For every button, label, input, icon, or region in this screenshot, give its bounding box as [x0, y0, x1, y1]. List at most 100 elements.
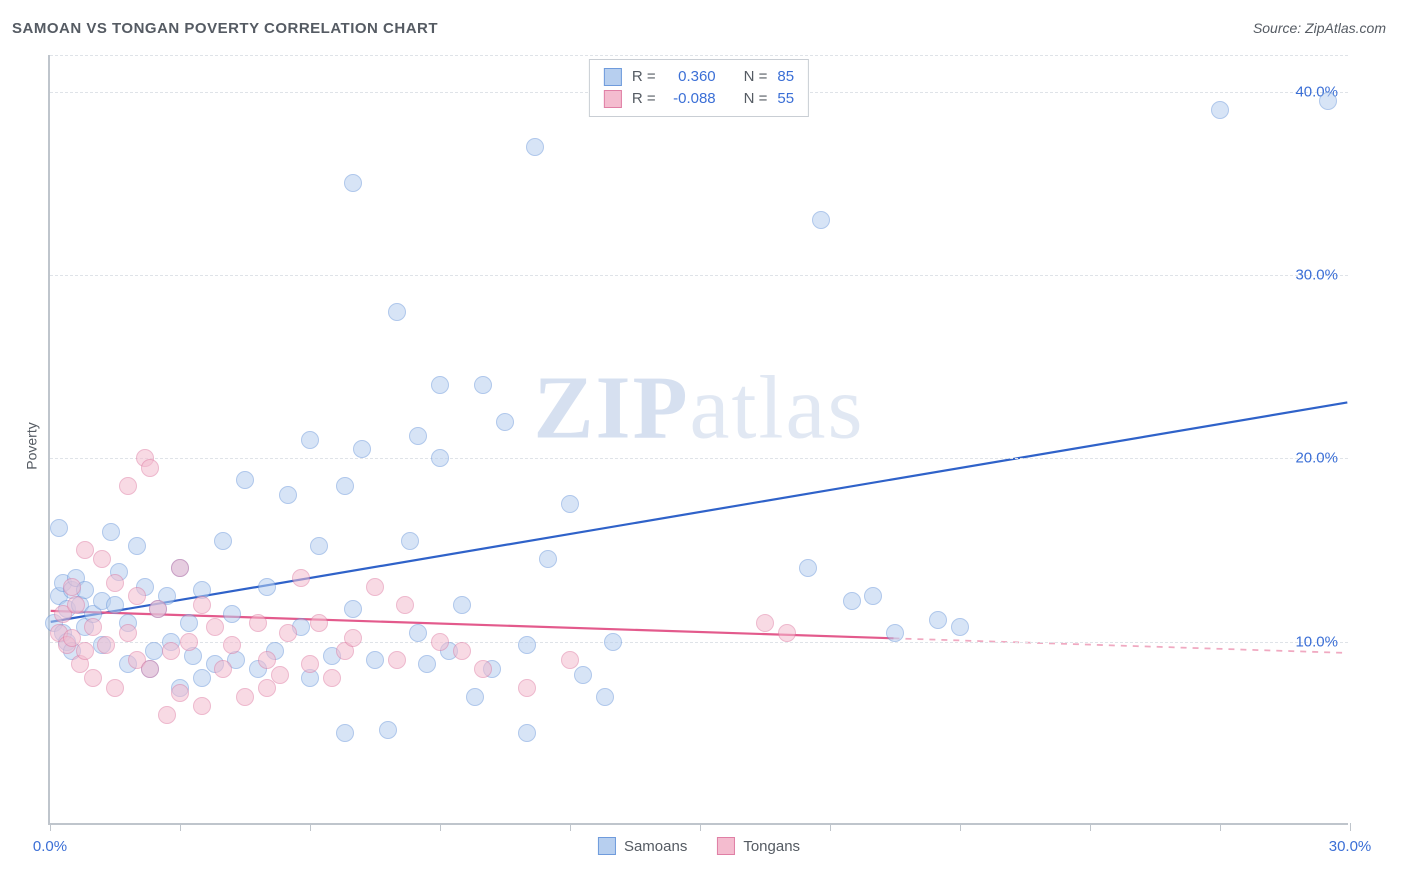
- data-point-samoans: [474, 376, 492, 394]
- data-point-samoans: [431, 376, 449, 394]
- data-point-tongans: [119, 477, 137, 495]
- data-point-tongans: [141, 660, 159, 678]
- data-point-tongans: [258, 651, 276, 669]
- data-point-tongans: [171, 559, 189, 577]
- data-point-tongans: [236, 688, 254, 706]
- data-point-samoans: [496, 413, 514, 431]
- watermark-rest: atlas: [690, 359, 865, 458]
- x-tick-label: 0.0%: [33, 838, 67, 855]
- series-name-0: Samoans: [624, 838, 687, 855]
- data-point-tongans: [106, 679, 124, 697]
- x-tick: [50, 823, 51, 831]
- data-point-tongans: [149, 600, 167, 618]
- data-point-samoans: [453, 596, 471, 614]
- data-point-samoans: [344, 600, 362, 618]
- data-point-tongans: [474, 660, 492, 678]
- data-point-samoans: [366, 651, 384, 669]
- data-point-samoans: [951, 618, 969, 636]
- series-legend: Samoans Tongans: [598, 837, 800, 855]
- x-tick: [1350, 823, 1351, 831]
- data-point-tongans: [76, 541, 94, 559]
- data-point-samoans: [561, 495, 579, 513]
- data-point-tongans: [310, 614, 328, 632]
- data-point-tongans: [162, 642, 180, 660]
- source-name: ZipAtlas.com: [1305, 20, 1386, 36]
- source-attribution: Source: ZipAtlas.com: [1253, 20, 1386, 36]
- data-point-samoans: [50, 519, 68, 537]
- data-point-tongans: [97, 636, 115, 654]
- data-point-samoans: [145, 642, 163, 660]
- data-point-samoans: [466, 688, 484, 706]
- y-tick-label: 30.0%: [1295, 267, 1338, 284]
- r-value-0: 0.360: [666, 66, 716, 88]
- x-tick: [1220, 823, 1221, 831]
- data-point-samoans: [812, 211, 830, 229]
- source-prefix: Source:: [1253, 20, 1305, 36]
- data-point-samoans: [102, 523, 120, 541]
- data-point-samoans: [336, 724, 354, 742]
- data-point-samoans: [596, 688, 614, 706]
- data-point-samoans: [106, 596, 124, 614]
- x-tick: [830, 823, 831, 831]
- x-tick: [1090, 823, 1091, 831]
- swatch-tongans-bottom: [717, 837, 735, 855]
- trend-lines: [50, 55, 1348, 823]
- gridline-h: [50, 275, 1348, 276]
- data-point-tongans: [344, 629, 362, 647]
- data-point-samoans: [539, 550, 557, 568]
- data-point-tongans: [158, 706, 176, 724]
- data-point-tongans: [84, 669, 102, 687]
- data-point-samoans: [1211, 101, 1229, 119]
- data-point-samoans: [193, 669, 211, 687]
- data-point-samoans: [886, 624, 904, 642]
- chart-title: SAMOAN VS TONGAN POVERTY CORRELATION CHA…: [12, 20, 438, 37]
- r-label-0: R =: [632, 66, 656, 88]
- gridline-h: [50, 642, 1348, 643]
- data-point-tongans: [292, 569, 310, 587]
- r-value-1: -0.088: [666, 88, 716, 110]
- n-value-1: 55: [777, 88, 794, 110]
- data-point-tongans: [84, 618, 102, 636]
- data-point-samoans: [409, 427, 427, 445]
- n-label-1: N =: [744, 88, 768, 110]
- data-point-samoans: [336, 477, 354, 495]
- data-point-samoans: [1319, 92, 1337, 110]
- data-point-samoans: [799, 559, 817, 577]
- data-point-tongans: [76, 642, 94, 660]
- data-point-tongans: [756, 614, 774, 632]
- data-point-samoans: [401, 532, 419, 550]
- data-point-tongans: [141, 459, 159, 477]
- data-point-samoans: [843, 592, 861, 610]
- data-point-samoans: [128, 537, 146, 555]
- data-point-tongans: [279, 624, 297, 642]
- swatch-tongans: [604, 90, 622, 108]
- data-point-tongans: [453, 642, 471, 660]
- data-point-samoans: [379, 721, 397, 739]
- data-point-samoans: [344, 174, 362, 192]
- data-point-samoans: [864, 587, 882, 605]
- data-point-samoans: [180, 614, 198, 632]
- plot-area: ZIPatlas R = 0.360 N = 85 R = -0.088 N =…: [48, 55, 1348, 825]
- data-point-samoans: [301, 431, 319, 449]
- x-tick: [570, 823, 571, 831]
- gridline-h: [50, 55, 1348, 56]
- swatch-samoans-bottom: [598, 837, 616, 855]
- y-tick-label: 20.0%: [1295, 450, 1338, 467]
- data-point-tongans: [193, 596, 211, 614]
- data-point-tongans: [214, 660, 232, 678]
- data-point-tongans: [106, 574, 124, 592]
- y-tick-label: 10.0%: [1295, 633, 1338, 650]
- series-name-1: Tongans: [743, 838, 800, 855]
- data-point-tongans: [119, 624, 137, 642]
- data-point-samoans: [518, 724, 536, 742]
- data-point-tongans: [431, 633, 449, 651]
- data-point-samoans: [236, 471, 254, 489]
- x-tick-label: 30.0%: [1329, 838, 1372, 855]
- watermark: ZIPatlas: [534, 357, 865, 460]
- n-label-0: N =: [744, 66, 768, 88]
- data-point-tongans: [323, 669, 341, 687]
- data-point-samoans: [604, 633, 622, 651]
- data-point-tongans: [193, 697, 211, 715]
- legend-row-samoans: R = 0.360 N = 85: [604, 66, 794, 88]
- data-point-tongans: [206, 618, 224, 636]
